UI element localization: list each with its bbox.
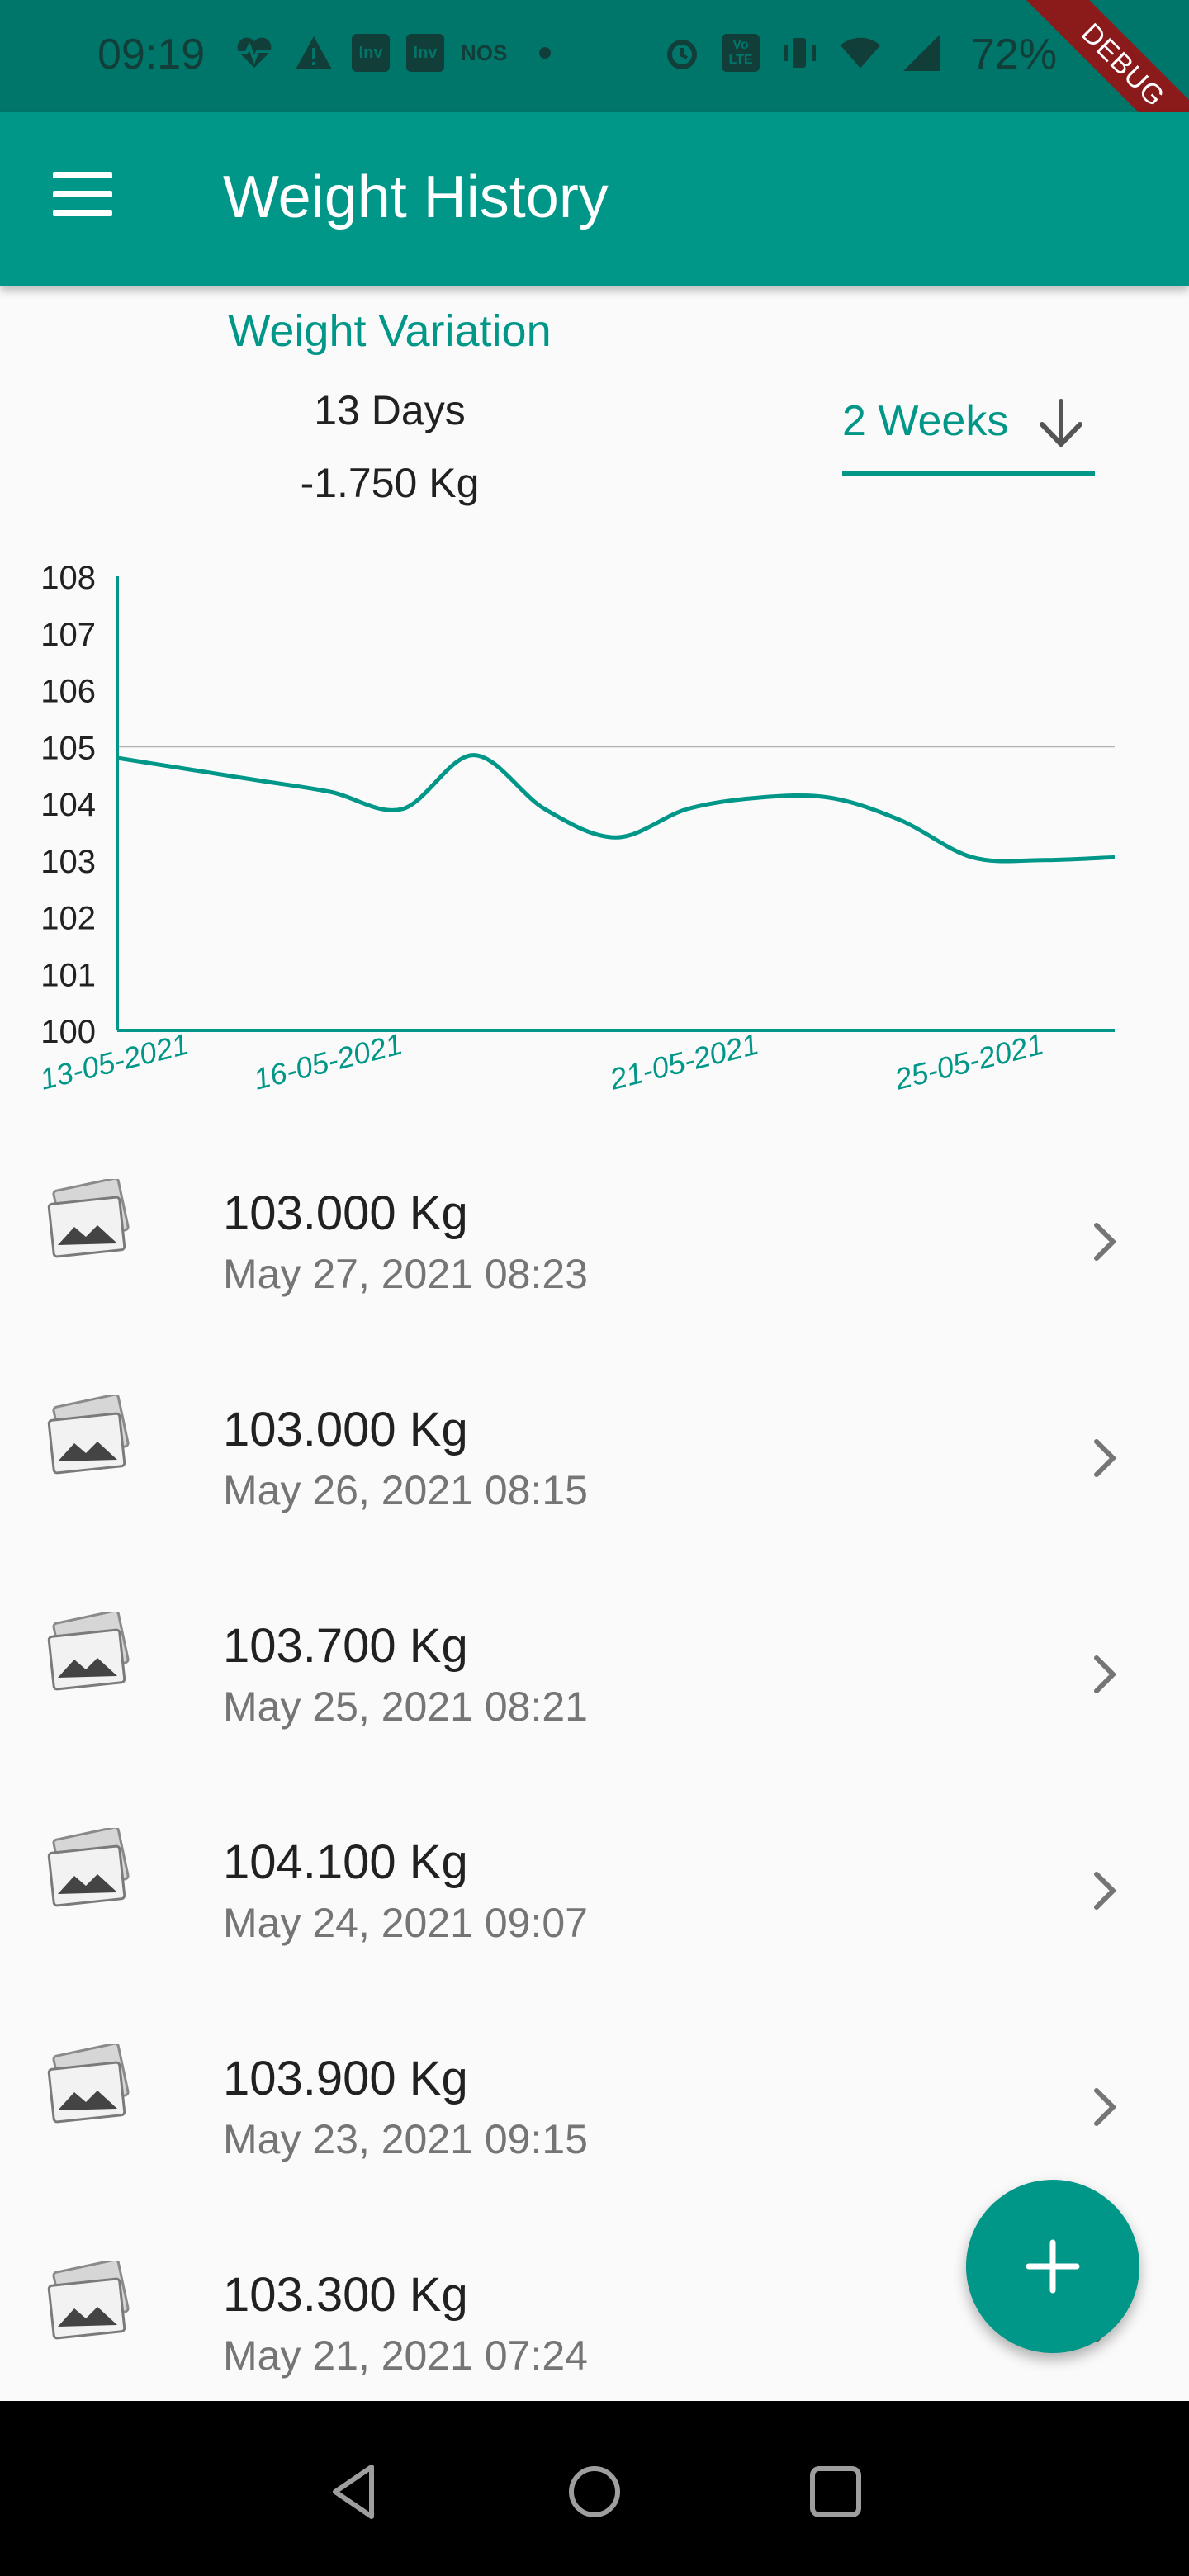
- range-dropdown-value: 2 Weeks: [842, 397, 1009, 445]
- list-item[interactable]: 103.000 Kg May 27, 2021 08:23: [0, 1148, 1189, 1364]
- list-item[interactable]: 104.100 Kg May 24, 2021 09:07: [0, 1797, 1189, 2013]
- entry-date: May 25, 2021 08:21: [223, 1683, 588, 1730]
- chevron-right-icon: [1094, 1439, 1117, 1477]
- entry-weight: 103.000 Kg: [223, 1403, 468, 1456]
- photo-placeholder-icon: [47, 2044, 130, 2124]
- entry-weight: 103.700 Kg: [223, 1619, 468, 1673]
- nos-label: NOS: [461, 40, 508, 65]
- range-dropdown[interactable]: 2 Weeks: [842, 390, 1095, 476]
- y-tick-label: 101: [40, 957, 96, 993]
- entry-date: May 27, 2021 08:23: [223, 1251, 588, 1297]
- list-item[interactable]: 103.000 Kg May 26, 2021 08:15: [0, 1364, 1189, 1580]
- y-tick-label: 103: [40, 844, 96, 880]
- inv-icon: Inv: [352, 34, 390, 72]
- entry-date: May 24, 2021 09:07: [223, 1900, 588, 1946]
- y-tick-label: 105: [40, 730, 96, 766]
- x-tick-label: 16-05-2021: [250, 1026, 406, 1096]
- photo-placeholder-icon: [47, 2261, 130, 2340]
- heart-pulse-icon: [233, 31, 276, 74]
- list-item[interactable]: 103.700 Kg May 25, 2021 08:21: [0, 1580, 1189, 1797]
- notification-icons: Inv Inv NOS: [233, 31, 566, 74]
- photo-placeholder-icon: [47, 1395, 130, 1475]
- chevron-right-icon: [1094, 2088, 1117, 2126]
- inv-icon: Inv: [406, 34, 444, 72]
- menu-icon[interactable]: [53, 172, 112, 225]
- entry-date: May 23, 2021 09:15: [223, 2116, 588, 2162]
- volte-icon: Vo LTE: [722, 34, 760, 72]
- entry-weight: 103.900 Kg: [223, 2052, 468, 2105]
- arrow-down-icon: [1040, 399, 1082, 448]
- status-time: 09:19: [97, 31, 206, 78]
- entry-weight: 103.300 Kg: [223, 2268, 468, 2322]
- entry-weight: 103.000 Kg: [223, 1186, 468, 1240]
- y-tick-label: 104: [40, 787, 96, 823]
- summary-days: 13 Days: [314, 387, 466, 433]
- weight-series-line: [116, 753, 1116, 864]
- app-bar: Weight History: [0, 112, 1189, 286]
- chevron-right-icon: [1094, 1872, 1117, 1910]
- summary-title: Weight Variation: [228, 306, 552, 356]
- photo-placeholder-icon: [47, 1828, 130, 1907]
- entry-date: May 26, 2021 08:15: [223, 1467, 588, 1513]
- photo-placeholder-icon: [47, 1179, 130, 1258]
- x-tick-label: 25-05-2021: [890, 1026, 1047, 1096]
- add-entry-button[interactable]: [966, 2180, 1139, 2353]
- x-tick-label: 21-05-2021: [605, 1026, 762, 1096]
- photo-placeholder-icon: [47, 1612, 130, 1691]
- warning-icon: [292, 31, 335, 74]
- entry-weight: 104.100 Kg: [223, 1835, 468, 1889]
- system-icons: Vo LTE: [661, 31, 943, 74]
- y-tick-label: 102: [40, 901, 96, 937]
- y-tick-label: 100: [40, 1014, 96, 1050]
- entry-date: May 21, 2021 07:24: [223, 2332, 588, 2379]
- chevron-right-icon: [1094, 1223, 1117, 1261]
- status-bar: 09:19 Inv Inv NOS Vo LTE 72%: [0, 0, 1189, 112]
- plus-icon: [1026, 2239, 1080, 2294]
- wifi-icon: [839, 31, 882, 74]
- y-tick-label: 106: [40, 674, 96, 710]
- summary-difference: -1.750 Kg: [300, 460, 480, 506]
- chevron-right-icon: [1094, 1655, 1117, 1693]
- list-item[interactable]: 103.900 Kg May 23, 2021 09:15: [0, 2013, 1189, 2229]
- recents-icon[interactable]: [803, 2459, 869, 2525]
- page-title: Weight History: [223, 164, 609, 230]
- signal-icon: [900, 31, 943, 74]
- y-tick-label: 107: [40, 617, 96, 653]
- y-tick-label: 108: [40, 560, 96, 596]
- list-item[interactable]: 103.300 Kg May 21, 2021 07:24: [0, 2229, 1189, 2446]
- alarm-icon: [661, 31, 703, 74]
- back-icon[interactable]: [324, 2459, 390, 2525]
- navigation-bar: [0, 2401, 1189, 2576]
- battery-level: 72%: [971, 31, 1058, 78]
- home-icon[interactable]: [561, 2459, 628, 2525]
- vibrate-icon: [778, 31, 821, 74]
- dot-icon: [523, 31, 566, 74]
